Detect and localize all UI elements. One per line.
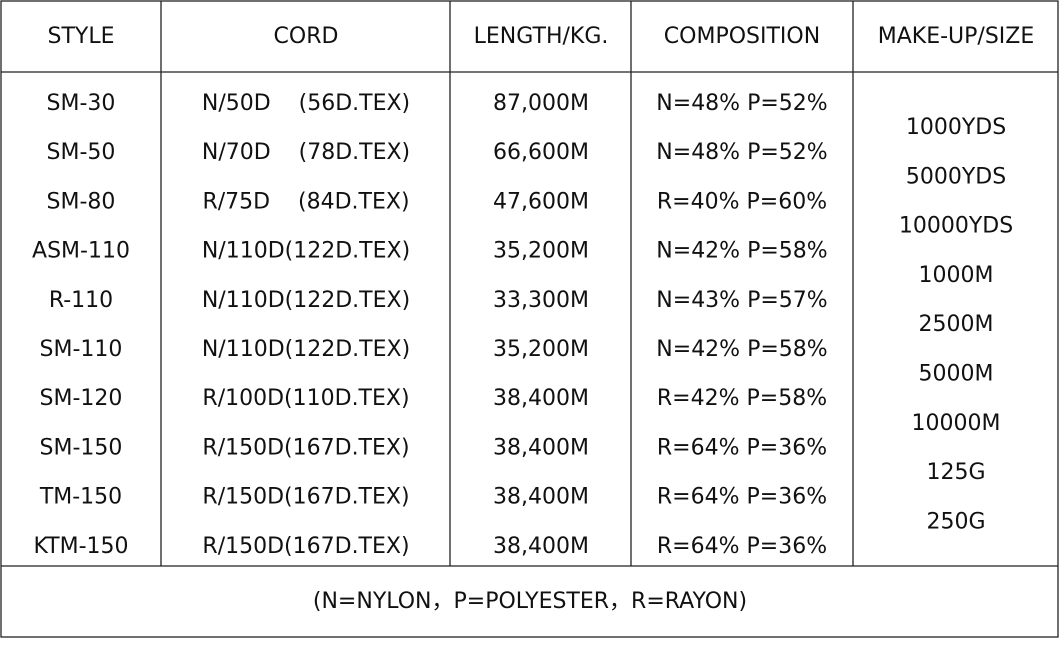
table-cell: 47,600M [493,189,589,214]
table-cell: SM-110 [40,337,123,362]
makeup-item: 250G [926,509,985,534]
header-cell: STYLE [48,24,115,49]
table-cell: R-110 [49,288,113,313]
table-cell: R=64% P=36% [657,485,827,510]
table-cell: N=48% P=52% [656,140,827,165]
table-cell: SM-30 [47,91,116,116]
makeup-item: 1000YDS [906,115,1006,140]
table-cell: SM-50 [47,140,116,165]
table-cell: R/75D (84D.TEX) [202,189,409,214]
makeup-item: 5000M [919,362,994,387]
table-cell: N/70D (78D.TEX) [202,140,410,165]
table-cell: 87,000M [493,91,589,116]
table-cell: R=40% P=60% [657,189,827,214]
table-cell: SM-80 [47,189,116,214]
header-cell: CORD [274,24,339,49]
makeup-item: 1000M [919,263,994,288]
table-cell: N/110D(122D.TEX) [202,288,410,313]
table-cell: 33,300M [493,288,589,313]
header-cell: COMPOSITION [664,24,820,49]
table-cell: N=43% P=57% [656,288,827,313]
makeup-item: 10000YDS [899,214,1013,239]
table-cell: ASM-110 [32,239,130,264]
table-cell: N/110D(122D.TEX) [202,239,410,264]
table-cell: R/100D(110D.TEX) [202,386,409,411]
table-cell: R/150D(167D.TEX) [202,485,409,510]
table-cell: SM-150 [40,435,123,460]
table-cell: 35,200M [493,239,589,264]
table-cell: R/150D(167D.TEX) [202,534,409,559]
table-cell: 38,400M [493,534,589,559]
table-cell: TM-150 [39,485,122,510]
table-cell: KTM-150 [33,534,128,559]
makeup-item: 10000M [912,411,1001,436]
table-cell: N/110D(122D.TEX) [202,337,410,362]
table-cell: N=48% P=52% [656,91,827,116]
table-cell: R=42% P=58% [657,386,827,411]
table-cell: N/50D (56D.TEX) [202,91,410,116]
table-cell: SM-120 [40,386,123,411]
makeup-item: 2500M [919,312,994,337]
header-cell: MAKE-UP/SIZE [878,24,1035,49]
table-cell: R=64% P=36% [657,435,827,460]
table-cell: R=64% P=36% [657,534,827,559]
table-cell: N=42% P=58% [656,337,827,362]
table-cell: R/150D(167D.TEX) [202,435,409,460]
header-cell: LENGTH/KG. [474,24,609,49]
table-cell: N=42% P=58% [656,239,827,264]
makeup-item: 5000YDS [906,164,1006,189]
footnote: (N=NYLON，P=POLYESTER，R=RAYON) [313,589,747,614]
table-cell: 38,400M [493,386,589,411]
table-cell: 35,200M [493,337,589,362]
makeup-item: 125G [926,460,985,485]
table-cell: 66,600M [493,140,589,165]
table-cell: 38,400M [493,435,589,460]
table-cell: 38,400M [493,485,589,510]
